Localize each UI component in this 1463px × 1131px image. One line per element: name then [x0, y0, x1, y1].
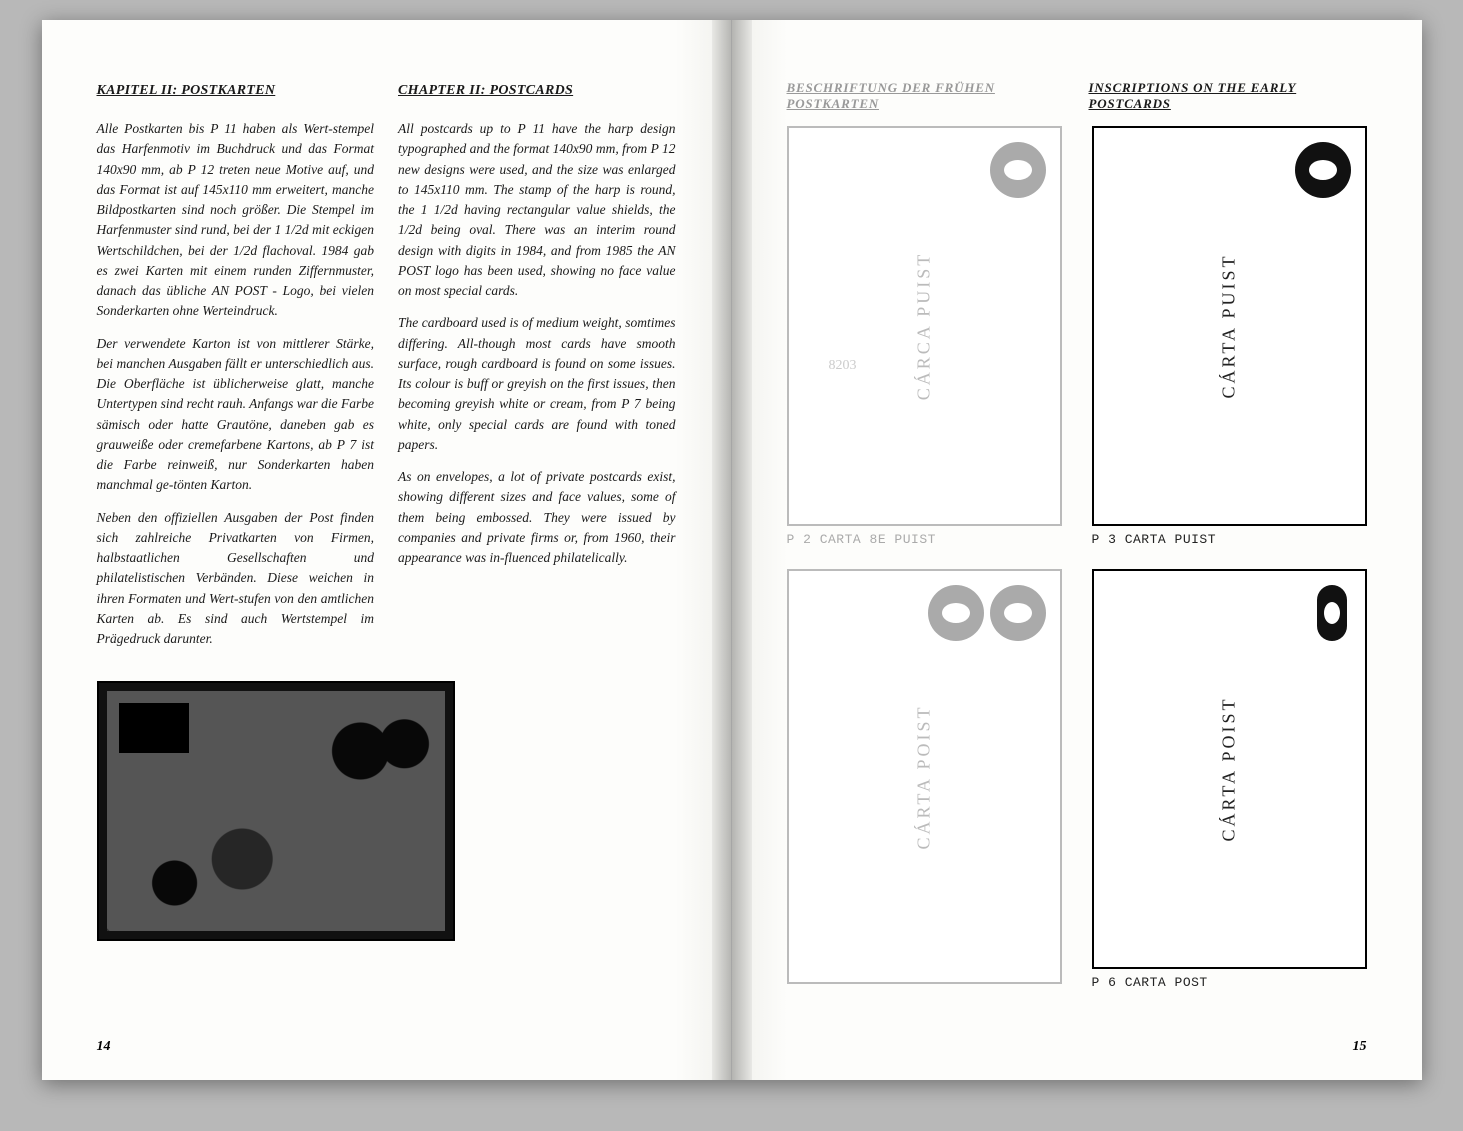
left-page: KAPITEL II: POSTKARTEN Alle Postkarten b… — [42, 20, 732, 1080]
right-page: BESCHRIFTUNG DER FRÜHEN POSTKARTEN INSCR… — [732, 20, 1422, 1080]
postcard-grid: CÁRCA PUIST 8203 P 2 CARTA 8E PUIST CÁRT… — [787, 126, 1367, 990]
postcard-vertical-text-p2: CÁRCA PUIST — [914, 252, 935, 401]
postcard-caption-p6: P 6 CARTA POST — [1092, 975, 1367, 990]
postcard-vertical-text-bl: CÁRTA POIST — [914, 704, 935, 849]
stamp-inner-oval — [942, 603, 970, 623]
stamp-inner-oval — [1004, 603, 1032, 623]
postcard-vertical-text-p6: CÁRTA POIST — [1219, 697, 1240, 842]
postcard-caption-p2: P 2 CARTA 8E PUIST — [787, 532, 1062, 547]
german-para-1: Alle Postkarten bis P 11 haben als Wert-… — [97, 119, 375, 322]
stamp-inner-oval — [1324, 602, 1340, 624]
right-headings-row: BESCHRIFTUNG DER FRÜHEN POSTKARTEN INSCR… — [787, 80, 1367, 112]
stamp-circle-icon — [1295, 142, 1351, 198]
postcard-caption-p3: P 3 CARTA PUIST — [1092, 532, 1367, 547]
postcard-photo-inner — [107, 691, 446, 931]
stamp-circle-icon — [928, 585, 984, 641]
text-columns: KAPITEL II: POSTKARTEN Alle Postkarten b… — [97, 80, 676, 661]
postcard-box-p2: CÁRCA PUIST 8203 — [787, 126, 1062, 526]
postcard-vertical-text-p3: CÁRTA PUIST — [1219, 254, 1240, 399]
right-heading-german: BESCHRIFTUNG DER FRÜHEN POSTKARTEN — [787, 80, 1065, 112]
postcard-box-p6: CÁRTA POIST — [1092, 569, 1367, 969]
english-para-2: The cardboard used is of medium weight, … — [398, 313, 676, 455]
historic-postcard-photo — [97, 681, 456, 941]
postcard-small-mark: 8203 — [829, 358, 857, 374]
postcard-cell-p2: CÁRCA PUIST 8203 P 2 CARTA 8E PUIST — [787, 126, 1062, 547]
english-para-3: As on envelopes, a lot of private postca… — [398, 467, 676, 568]
right-heading-english: INSCRIPTIONS ON THE EARLY POSTCARDS — [1089, 80, 1367, 112]
book-spread: KAPITEL II: POSTKARTEN Alle Postkarten b… — [42, 20, 1422, 1080]
postcard-photo-block — [119, 703, 189, 753]
german-para-2: Der verwendete Karton ist von mittlerer … — [97, 334, 375, 496]
english-para-1: All postcards up to P 11 have the harp d… — [398, 119, 676, 301]
chapter-heading-english: CHAPTER II: POSTCARDS — [398, 80, 676, 101]
postcard-cell-p3: CÁRTA PUIST P 3 CARTA PUIST — [1092, 126, 1367, 547]
postcard-box-bl: CÁRTA POIST — [787, 569, 1062, 984]
page-number-right: 15 — [1353, 1039, 1367, 1055]
english-column: CHAPTER II: POSTCARDS All postcards up t… — [398, 80, 676, 661]
stamp-inner-oval — [1309, 160, 1337, 180]
chapter-heading-german: KAPITEL II: POSTKARTEN — [97, 80, 375, 101]
postcard-cell-bl: CÁRTA POIST — [787, 569, 1062, 990]
postcard-box-p3: CÁRTA PUIST — [1092, 126, 1367, 526]
stamp-circle-icon — [990, 585, 1046, 641]
german-column: KAPITEL II: POSTKARTEN Alle Postkarten b… — [97, 80, 375, 661]
stamp-rect-icon — [1317, 585, 1347, 641]
page-number-left: 14 — [97, 1039, 111, 1055]
stamp-circle-icon — [990, 142, 1046, 198]
postcard-cell-p6: CÁRTA POIST P 6 CARTA POST — [1092, 569, 1367, 990]
stamp-inner-oval — [1004, 160, 1032, 180]
german-para-3: Neben den offiziellen Ausgaben der Post … — [97, 508, 375, 650]
